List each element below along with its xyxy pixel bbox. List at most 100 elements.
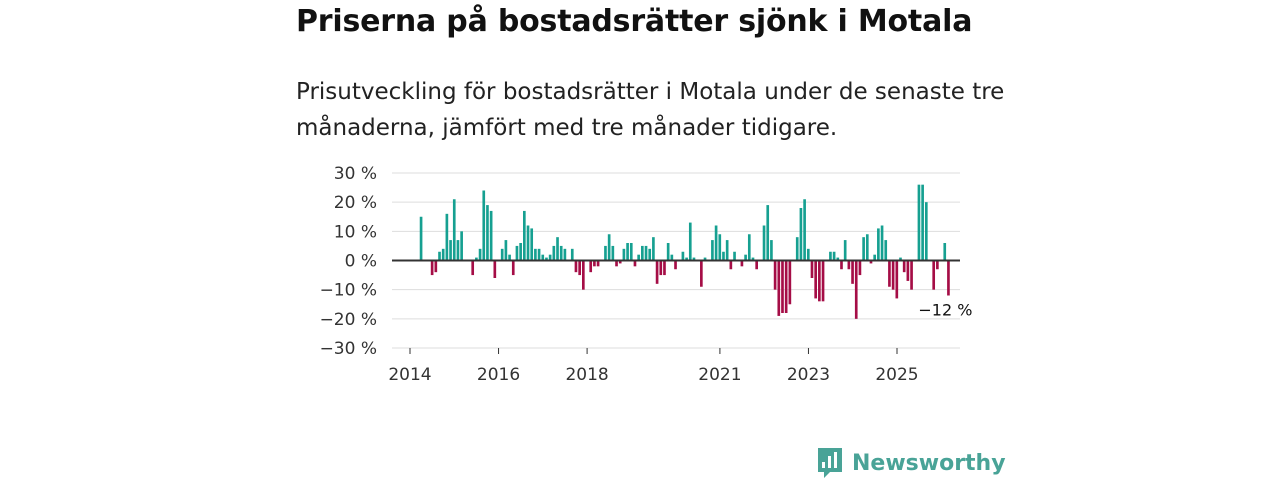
bar xyxy=(674,260,677,270)
bar xyxy=(744,254,747,261)
y-tick-label: 20 % xyxy=(334,193,377,213)
bar xyxy=(921,184,924,261)
bar xyxy=(829,251,832,261)
bar xyxy=(419,216,423,261)
bar xyxy=(733,251,736,261)
bar xyxy=(877,228,880,261)
bar xyxy=(869,260,873,264)
bar xyxy=(648,248,652,261)
bar xyxy=(482,190,486,261)
bar xyxy=(781,260,784,313)
bar xyxy=(519,243,522,261)
bar xyxy=(570,248,574,261)
bar xyxy=(607,234,611,261)
bar xyxy=(803,199,806,261)
bar xyxy=(445,213,449,261)
bar xyxy=(456,240,460,261)
bar xyxy=(578,260,581,276)
bar xyxy=(810,260,814,278)
bar xyxy=(770,240,773,261)
bar xyxy=(718,234,722,261)
bar xyxy=(489,210,493,261)
bar xyxy=(711,240,714,261)
bar xyxy=(596,260,600,267)
bar xyxy=(475,257,478,261)
bar xyxy=(637,254,640,261)
bar xyxy=(836,257,840,261)
x-axis-labels: 2014 2016 2018 2021 2023 2025 xyxy=(388,348,919,385)
bar xyxy=(659,260,663,276)
bar xyxy=(652,237,655,261)
bar xyxy=(670,254,674,261)
bar xyxy=(574,260,578,273)
bar xyxy=(902,260,906,273)
bar xyxy=(755,260,758,270)
y-tick-label: 10 % xyxy=(334,222,377,242)
bar xyxy=(663,260,666,276)
bar xyxy=(644,245,648,261)
bars xyxy=(419,184,950,319)
newsworthy-brand[interactable]: Newsworthy xyxy=(816,446,1006,480)
bar xyxy=(729,260,733,270)
bar xyxy=(534,248,537,261)
bar xyxy=(843,240,847,261)
brand-name: Newsworthy xyxy=(852,450,1006,476)
y-tick-label: −10 % xyxy=(320,281,377,301)
y-tick-label: −30 % xyxy=(320,339,377,359)
newsworthy-logo-icon xyxy=(818,448,842,478)
x-tick-label: 2023 xyxy=(787,365,830,385)
bar xyxy=(700,260,703,287)
bar xyxy=(504,240,508,261)
bar xyxy=(766,205,770,261)
bar xyxy=(751,257,755,261)
bar xyxy=(622,248,626,261)
bar xyxy=(891,260,895,290)
bar xyxy=(806,248,810,261)
bar xyxy=(821,260,825,302)
bar xyxy=(471,260,475,276)
bar xyxy=(511,260,515,276)
bar xyxy=(537,248,541,261)
y-tick-label: 0 % xyxy=(345,252,377,272)
bar xyxy=(725,240,729,261)
bar xyxy=(840,260,843,270)
bar xyxy=(618,260,622,264)
bar xyxy=(629,243,633,261)
bar xyxy=(681,251,685,261)
bar xyxy=(582,260,585,290)
bar xyxy=(722,251,725,261)
bar xyxy=(799,208,803,261)
bar xyxy=(633,260,637,267)
bar xyxy=(917,184,921,261)
bar xyxy=(523,210,526,261)
bar xyxy=(888,260,891,287)
chart-subtitle: Prisutveckling för bostadsrätter i Motal… xyxy=(296,79,1005,141)
bar xyxy=(552,245,556,261)
bar xyxy=(895,260,899,299)
bar xyxy=(906,260,910,281)
y-tick-label: −20 % xyxy=(320,310,377,330)
bar xyxy=(541,254,545,261)
bar xyxy=(430,260,434,276)
bar xyxy=(814,260,817,299)
bar xyxy=(899,257,902,261)
bar xyxy=(873,254,877,261)
bar xyxy=(740,260,744,267)
bar xyxy=(924,202,928,261)
bar xyxy=(452,199,456,261)
bar xyxy=(666,243,670,261)
bar xyxy=(784,260,788,313)
bar xyxy=(851,260,854,284)
bar xyxy=(655,260,659,284)
bar xyxy=(526,225,530,261)
bar-chart: 30 %20 %10 %0 %−10 %−20 %−30 % 2014 2016 2… xyxy=(320,164,973,385)
bar xyxy=(788,260,792,305)
bar xyxy=(777,260,781,316)
bar xyxy=(545,257,548,261)
bar xyxy=(500,248,504,261)
bar xyxy=(747,234,751,261)
bar xyxy=(943,243,947,261)
annotations: −12 % xyxy=(918,301,972,320)
x-tick-label: 2016 xyxy=(477,365,520,385)
bar xyxy=(556,237,559,261)
